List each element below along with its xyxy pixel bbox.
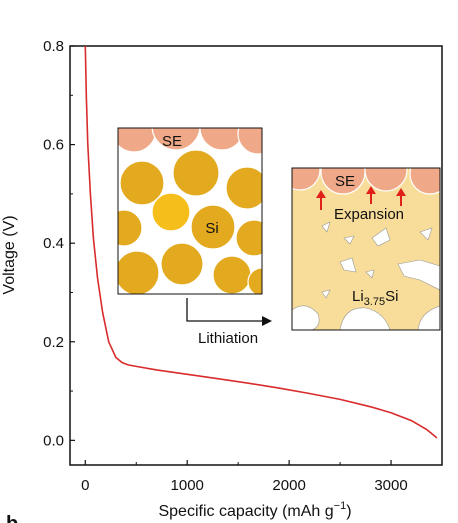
- void: [339, 307, 391, 330]
- expansion-arrow-icon: [366, 186, 376, 194]
- arrow-head-icon: [262, 316, 272, 326]
- se-particle: [364, 168, 408, 192]
- inset-after-frame: [291, 167, 441, 331]
- expansion-label: Expansion: [334, 206, 404, 223]
- void: [343, 235, 355, 245]
- si-particle: [118, 250, 160, 294]
- lithiation-label: Lithiation: [198, 330, 258, 347]
- y-tick-label: 0.0: [43, 432, 64, 449]
- si-particle: [160, 242, 204, 286]
- y-axis: 0.0 0.2 0.4 0.6 0.8: [43, 38, 75, 449]
- void: [292, 305, 320, 330]
- lithiation-arrow: Lithiation: [186, 298, 272, 347]
- lithiated-si-label: Li3.75Si: [352, 288, 398, 308]
- y-tick-label: 0.2: [43, 334, 64, 351]
- y-axis-title: Voltage (V): [1, 215, 18, 294]
- void: [365, 269, 375, 279]
- expansion-arrow-icon: [396, 188, 406, 196]
- si-particle: [119, 160, 165, 206]
- void: [371, 227, 391, 247]
- x-tick-label: 1000: [171, 477, 204, 494]
- se-particle: [118, 128, 157, 153]
- si-particle: [118, 209, 143, 247]
- y-tick-label: 0.8: [43, 38, 64, 55]
- void: [397, 259, 440, 291]
- inset-before-frame: [117, 127, 263, 295]
- y-tick-label: 0.6: [43, 137, 64, 154]
- inset-before-lithiation: SE Si: [117, 127, 263, 295]
- se-particle: [199, 128, 245, 151]
- si-particle: [225, 166, 262, 210]
- x-tick-label: 2000: [272, 477, 305, 494]
- si-particle: [247, 267, 262, 294]
- se-label-after: SE: [335, 173, 355, 190]
- se-particle: [409, 168, 440, 195]
- expansion-arrows: [316, 186, 406, 210]
- expansion-arrow-icon: [316, 190, 326, 198]
- si-particle: [172, 149, 220, 197]
- inset-after-background: [292, 168, 440, 330]
- void: [339, 257, 357, 273]
- si-particle-bright: [151, 192, 191, 232]
- se-label: SE: [162, 133, 182, 150]
- si-particle: [235, 219, 262, 257]
- se-particle: [237, 128, 262, 155]
- voltage-curve: [84, 45, 438, 439]
- se-particle: [151, 128, 201, 151]
- void: [321, 221, 331, 233]
- si-label: Si: [205, 220, 218, 237]
- void: [321, 289, 331, 299]
- panel-letter: b: [6, 513, 18, 523]
- si-particle: [212, 255, 252, 294]
- plot-frame: [69, 45, 443, 466]
- y-tick-label: 0.4: [43, 235, 64, 252]
- x-axis-title: Specific capacity (mAh g−1): [158, 500, 351, 520]
- void: [419, 227, 433, 241]
- si-particle: [190, 204, 236, 250]
- inset-after-lithiation: SE Expansion Li3.75Si: [291, 167, 441, 331]
- void: [417, 305, 440, 330]
- x-axis: 0 1000 2000 3000: [81, 460, 408, 494]
- x-tick-label: 3000: [374, 477, 407, 494]
- se-particle: [292, 168, 321, 191]
- x-tick-label: 0: [81, 477, 89, 494]
- lithiation-arrow-line: [186, 298, 264, 322]
